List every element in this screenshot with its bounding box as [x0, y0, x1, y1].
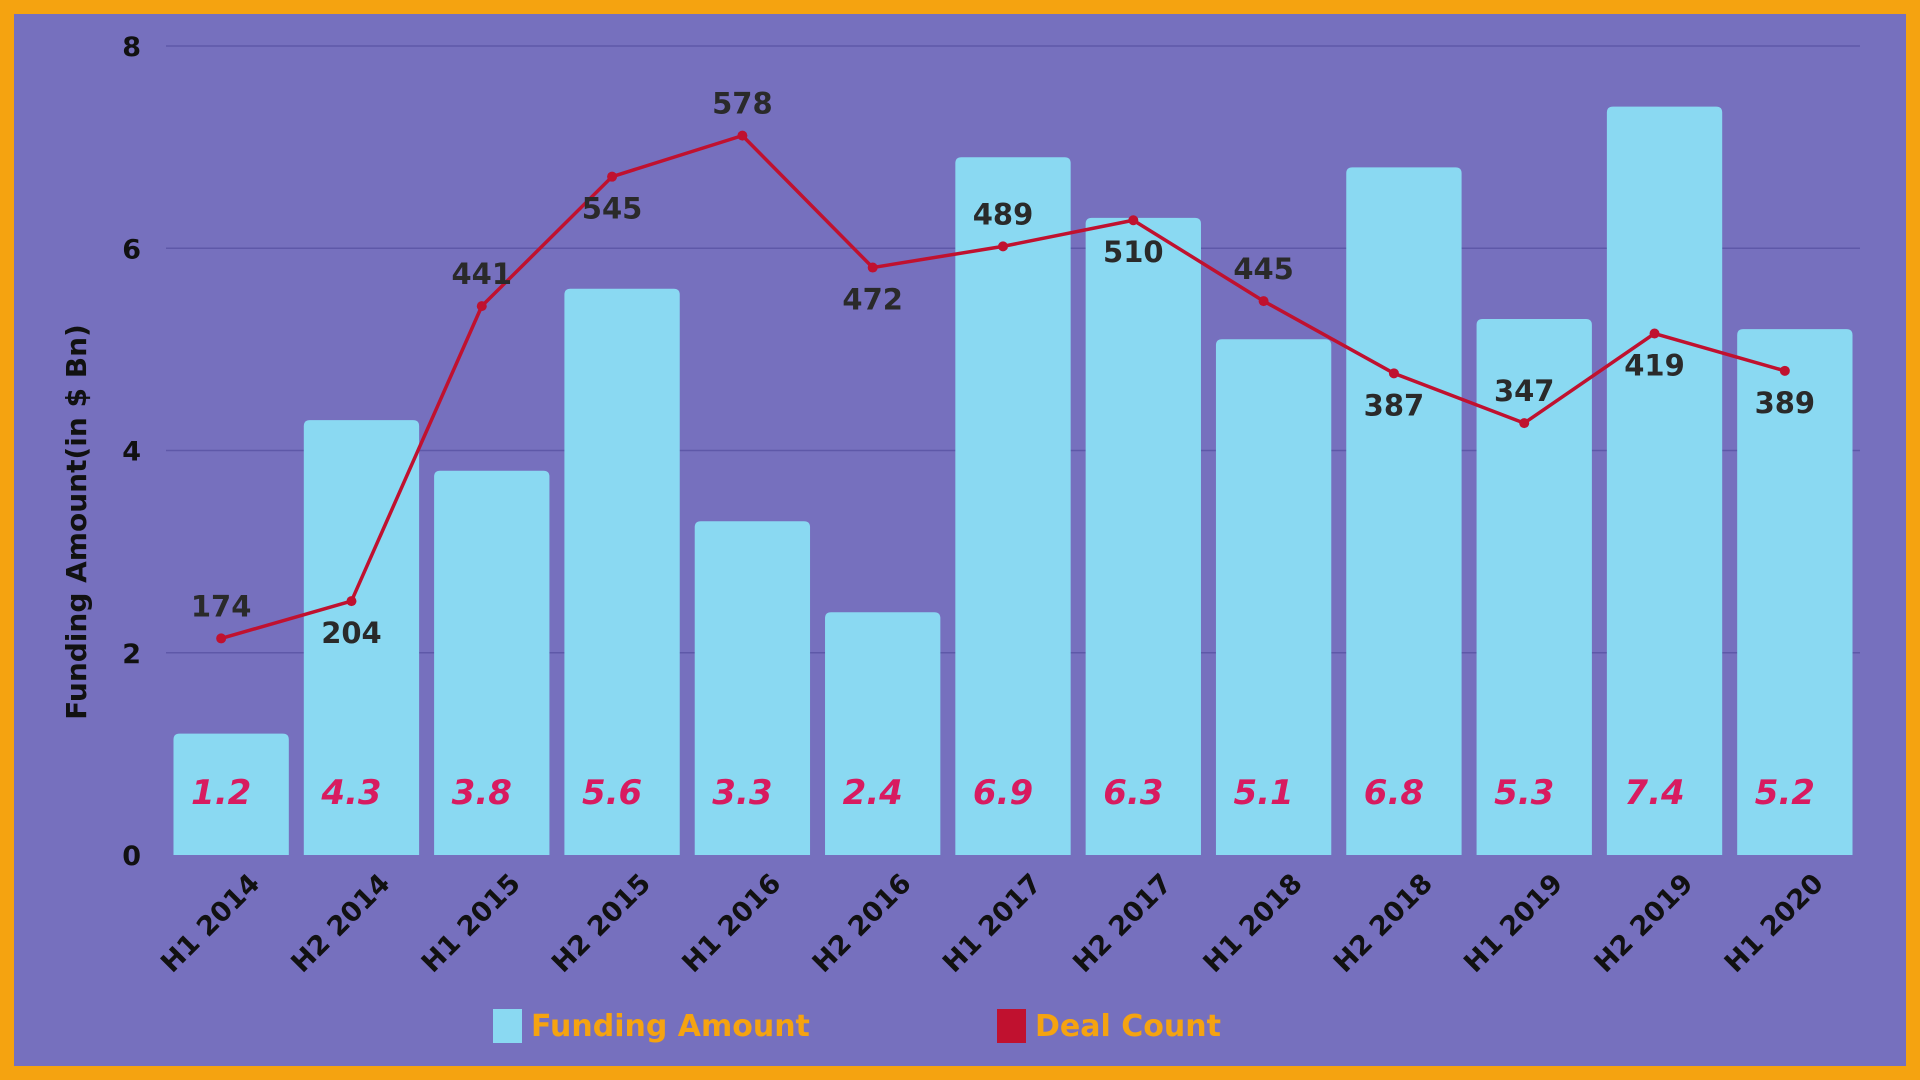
bar: [694, 521, 811, 855]
bar-data-label: 2.4: [843, 773, 903, 813]
x-tick-label: H2 2017: [1067, 868, 1178, 979]
line-data-label: 389: [1755, 386, 1816, 420]
bar-data-label: 6.3: [1103, 773, 1163, 813]
y-axis-title: Funding Amount(in $ Bn): [60, 324, 93, 720]
line-data-label: 174: [191, 589, 252, 623]
x-tick-label: H1 2014: [155, 868, 266, 979]
x-tick-label: H1 2015: [416, 868, 527, 979]
line-point: [1779, 365, 1790, 376]
line-point: [1258, 296, 1269, 307]
line-point: [867, 262, 878, 273]
bar-data-label: 5.2: [1755, 773, 1815, 813]
x-tick-label: H2 2019: [1589, 868, 1700, 979]
x-tick-label: H2 2016: [807, 868, 918, 979]
bar-data-label: 5.1: [1233, 773, 1293, 813]
line-point: [998, 241, 1008, 252]
line-point: [1649, 328, 1660, 339]
line-data-label: 472: [842, 283, 903, 317]
x-tick-label: H1 2016: [676, 868, 787, 979]
legend-label-funding-amount: Funding Amount: [531, 1009, 810, 1044]
bar: [955, 157, 1071, 856]
line-point: [1388, 368, 1399, 379]
bar: [303, 420, 420, 855]
y-tick-label: 2: [122, 639, 141, 670]
line-data-label: 578: [712, 87, 773, 121]
bar-data-label: 1.2: [191, 773, 251, 813]
chart-frame: 0 2 4 6 8 1.2 4.3 3.8 5.6 3.3 2.4 6.9 6.3 5.1 6.8 5.3 7…: [14, 14, 1906, 1066]
legend-swatch-funding-amount: [493, 1009, 522, 1043]
legend[interactable]: Funding Amount Deal Count: [493, 1009, 1221, 1044]
bar-data-label: 5.6: [582, 773, 642, 813]
line-data-label: 419: [1624, 349, 1685, 383]
bar: [1737, 329, 1853, 855]
bar-data-labels: 1.2 4.3 3.8 5.6 3.3 2.4 6.9 6.3 5.1 6.8 5.3 7.4 5.2: [191, 773, 1815, 813]
y-tick-label: 8: [122, 32, 141, 63]
x-tick-label: H2 2015: [546, 868, 657, 979]
line-point: [216, 633, 227, 644]
bar-data-label: 7.4: [1624, 773, 1684, 813]
y-tick-label: 6: [122, 234, 141, 265]
bar-series: [173, 106, 1853, 856]
line-point: [1128, 215, 1139, 226]
bar-data-label: 5.3: [1494, 773, 1554, 813]
bar: [434, 470, 550, 855]
bar: [564, 288, 680, 855]
x-tick-label: H1 2019: [1458, 868, 1569, 979]
line-data-label: 545: [582, 192, 643, 226]
line-point: [607, 171, 618, 182]
line-data-label: 441: [451, 257, 512, 291]
combo-chart: 0 2 4 6 8 1.2 4.3 3.8 5.6 3.3 2.4 6.9 6.3 5.1 6.8 5.3 7…: [60, 32, 1860, 1044]
bar: [1346, 167, 1462, 856]
bar: [1215, 339, 1332, 855]
legend-swatch-deal-count: [997, 1009, 1026, 1043]
bar: [1085, 217, 1201, 856]
line-data-labels: 174 204 441 545 578 472 489 510 445 387 347 419 389: [191, 87, 1815, 650]
line-data-label: 204: [321, 616, 382, 650]
y-tick-label: 0: [122, 841, 141, 872]
bar-data-label: 3.3: [712, 773, 772, 813]
line-series: [216, 130, 1790, 644]
x-tick-label: H1 2020: [1719, 868, 1830, 979]
bar: [1476, 319, 1592, 856]
line-data-label: 489: [973, 197, 1034, 231]
x-tick-label: H1 2017: [937, 868, 1048, 979]
line-point: [346, 596, 357, 607]
bar-data-label: 3.8: [452, 773, 512, 813]
line-point: [476, 301, 487, 312]
y-tick-label: 4: [122, 437, 141, 468]
line-data-label: 510: [1103, 235, 1164, 269]
x-tick-label: H1 2018: [1198, 868, 1309, 979]
line-data-label: 347: [1494, 374, 1555, 408]
x-tick-label: H2 2014: [285, 868, 396, 979]
line-point: [737, 130, 748, 141]
bar: [825, 612, 941, 855]
bar: [173, 733, 289, 855]
bar: [1606, 106, 1723, 856]
bar-data-label: 6.9: [973, 773, 1033, 813]
line-data-label: 445: [1233, 252, 1294, 286]
y-axis-ticks: 0 2 4 6 8: [122, 32, 141, 872]
legend-label-deal-count: Deal Count: [1035, 1009, 1221, 1044]
line-point: [1519, 418, 1530, 429]
bar-data-label: 6.8: [1364, 773, 1424, 813]
line-data-label: 387: [1364, 388, 1425, 422]
x-axis-labels: H1 2014 H2 2014 H1 2015 H2 2015 H1 2016 H2 20…: [155, 868, 1830, 979]
bar-data-label: 4.3: [320, 773, 381, 813]
x-tick-label: H2 2018: [1328, 868, 1439, 979]
